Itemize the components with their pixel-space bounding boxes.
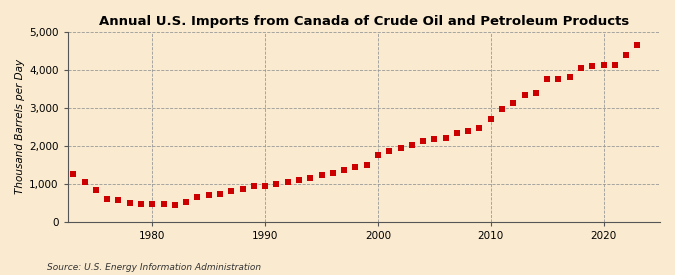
Y-axis label: Thousand Barrels per Day: Thousand Barrels per Day xyxy=(15,59,25,194)
Title: Annual U.S. Imports from Canada of Crude Oil and Petroleum Products: Annual U.S. Imports from Canada of Crude… xyxy=(99,15,629,28)
Text: Source: U.S. Energy Information Administration: Source: U.S. Energy Information Administ… xyxy=(47,263,261,272)
